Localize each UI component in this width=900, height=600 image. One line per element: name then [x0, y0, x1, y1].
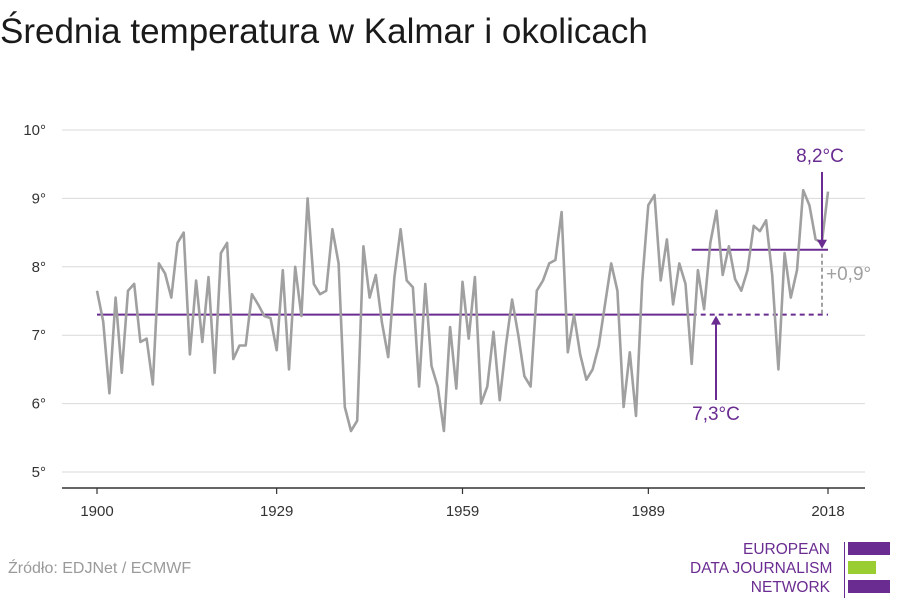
temperature-series-line: [95, 188, 830, 433]
reference-lines: [97, 248, 828, 316]
y-tick-label: 5°: [32, 464, 46, 481]
logo-text: EUROPEAN DATA JOURNALISM NETWORK: [690, 540, 833, 597]
x-axis: 1900 1929 1959 1989 2018: [62, 487, 865, 520]
y-tick-label: 7°: [32, 327, 46, 344]
source-note: Źródło: EDJNet / ECMWF: [8, 560, 192, 577]
logo-bar-middle: [848, 561, 876, 574]
y-tick-label: 10°: [23, 122, 46, 139]
logo-line-2: DATA JOURNALISM: [690, 560, 833, 577]
edjnet-logo[interactable]: EUROPEAN DATA JOURNALISM NETWORK: [690, 540, 900, 600]
annotations: +0,9° 8,2°C 7,3°C: [692, 146, 871, 425]
y-tick-label: 8°: [32, 259, 46, 276]
difference-label: +0,9°: [826, 264, 871, 285]
chart-title: Średnia temperatura w Kalmar i okolicach: [0, 12, 648, 51]
y-axis-ticks: 5° 6° 7° 8° 9° 10°: [23, 122, 46, 481]
x-tick-label: 1989: [632, 503, 665, 520]
logo-divider: [844, 542, 845, 598]
x-tick-label: 1959: [446, 503, 479, 520]
x-tick-label: 2018: [811, 503, 844, 520]
x-tick-label: 1929: [260, 503, 293, 520]
baseline-mean-arrow-head: [711, 315, 721, 325]
logo-line-3: NETWORK: [750, 579, 830, 596]
y-tick-label: 6°: [32, 396, 46, 413]
logo-bar-bottom: [848, 580, 890, 593]
recent-mean-label: 8,2°C: [796, 146, 844, 167]
gridlines: [62, 129, 865, 473]
logo-line-1: EUROPEAN: [743, 541, 830, 558]
baseline-mean-label: 7,3°C: [692, 404, 740, 425]
recent-mean-arrow-head: [817, 239, 827, 249]
y-tick-label: 9°: [32, 190, 46, 207]
series-line-group: [95, 188, 830, 433]
x-tick-label: 1900: [80, 503, 113, 520]
logo-bar-top: [848, 542, 890, 555]
